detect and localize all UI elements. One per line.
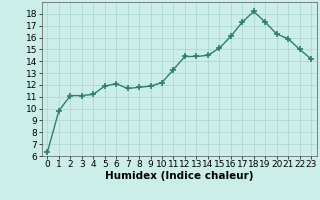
X-axis label: Humidex (Indice chaleur): Humidex (Indice chaleur) xyxy=(105,171,253,181)
